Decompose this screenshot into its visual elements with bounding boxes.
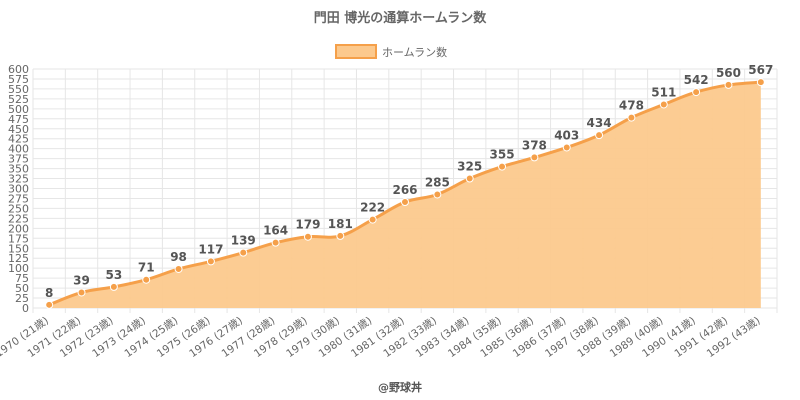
y-tick-label: 0 [22, 302, 29, 315]
data-label: 560 [716, 66, 741, 80]
data-label: 266 [392, 183, 417, 197]
data-point [627, 113, 636, 122]
data-point [142, 275, 151, 284]
data-label: 71 [138, 261, 155, 275]
data-label: 181 [328, 217, 353, 231]
y-tick-label: 350 [8, 163, 29, 176]
data-label: 179 [295, 218, 320, 232]
data-point [756, 78, 765, 87]
y-tick-label: 425 [8, 133, 29, 146]
data-label: 403 [554, 128, 579, 142]
data-point [109, 282, 118, 291]
plot-area [45, 78, 765, 309]
data-point [659, 100, 668, 109]
data-label: 53 [106, 268, 123, 282]
y-tick-label: 300 [8, 183, 29, 196]
y-tick-label: 500 [8, 103, 29, 116]
data-label: 285 [425, 175, 450, 189]
x-axis: 1970 (21歳)1971 (22歳)1972 (23歳)1973 (24歳)… [0, 315, 763, 360]
y-tick-label: 50 [15, 282, 29, 295]
data-point [562, 143, 571, 152]
data-point [465, 174, 474, 183]
data-label: 325 [457, 160, 482, 174]
y-tick-label: 525 [8, 93, 29, 106]
y-tick-label: 25 [15, 292, 29, 305]
data-point [692, 88, 701, 97]
data-point [724, 80, 733, 89]
data-point [433, 190, 442, 199]
data-labels: 8 39 53 71 98 117 139 164 179 181 222 266 285 325 355 3… [45, 63, 773, 300]
data-point [498, 162, 507, 171]
data-point [174, 264, 183, 273]
y-tick-label: 400 [8, 143, 29, 156]
data-label: 39 [73, 273, 90, 287]
data-point [368, 215, 377, 224]
data-point [77, 288, 86, 297]
data-label: 567 [748, 63, 773, 77]
y-tick-label: 475 [8, 113, 29, 126]
data-label: 378 [522, 138, 547, 152]
data-label: 139 [231, 234, 256, 248]
y-tick-label: 125 [8, 252, 29, 265]
y-tick-label: 175 [8, 232, 29, 245]
data-label: 222 [360, 201, 385, 215]
data-label: 98 [170, 250, 187, 264]
y-tick-label: 575 [8, 73, 29, 86]
data-point [336, 231, 345, 240]
data-label: 434 [587, 116, 612, 130]
legend-swatch [335, 44, 377, 59]
y-tick-label: 275 [8, 192, 29, 205]
chart-title: 門田 博光の通算ホームラン数 [314, 10, 487, 26]
y-tick-label: 100 [8, 262, 29, 275]
data-label: 117 [198, 242, 223, 256]
data-point [45, 300, 54, 309]
y-tick-label: 150 [8, 242, 29, 255]
data-label: 542 [684, 73, 709, 87]
y-tick-label: 225 [8, 212, 29, 225]
data-point [303, 232, 312, 241]
y-tick-label: 325 [8, 173, 29, 186]
data-label: 478 [619, 99, 644, 113]
data-label: 511 [651, 85, 676, 99]
y-tick-label: 450 [8, 123, 29, 136]
series-area [49, 82, 761, 309]
data-point [401, 198, 409, 207]
data-label: 164 [263, 224, 288, 238]
legend[interactable]: ホームラン数 [335, 44, 447, 59]
data-point [595, 131, 604, 140]
y-axis: 0255075100125150175200225250275300325350… [8, 63, 29, 315]
data-label: 8 [45, 286, 53, 300]
y-tick-label: 375 [8, 153, 29, 166]
data-point [530, 153, 539, 162]
data-point [239, 248, 248, 257]
credit-text: @野球丼 [378, 380, 422, 394]
y-tick-label: 600 [8, 63, 29, 76]
y-tick-label: 550 [8, 83, 29, 96]
y-tick-label: 75 [15, 272, 29, 285]
y-tick-label: 250 [8, 202, 29, 215]
y-tick-label: 200 [8, 222, 29, 235]
legend-label: ホームラン数 [382, 46, 447, 59]
data-label: 355 [490, 148, 515, 162]
data-point [206, 257, 215, 266]
data-point [271, 238, 280, 247]
